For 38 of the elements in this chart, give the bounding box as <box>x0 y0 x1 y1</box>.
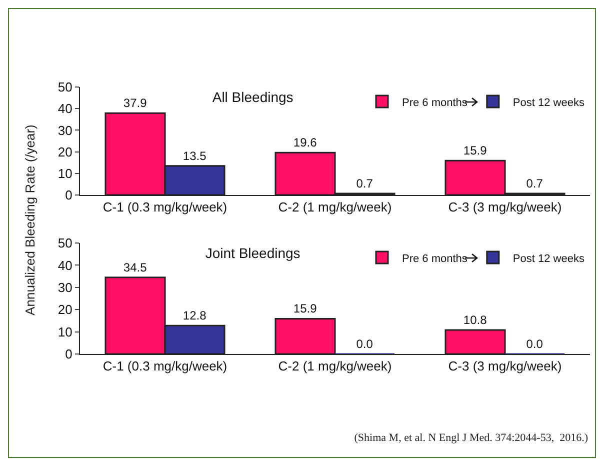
y-tick-label: 0 <box>65 346 72 362</box>
x-tick-label: C-1 (0.3 mg/kg/week) <box>102 200 228 215</box>
x-tick-label: C-2 (1 mg/kg/week) <box>278 358 392 374</box>
data-label: 0.0 <box>526 337 544 351</box>
data-label: 13.5 <box>182 148 207 163</box>
y-tick-label: 0 <box>65 188 72 203</box>
data-label: 15.9 <box>293 302 318 316</box>
data-label: 0.7 <box>356 176 374 190</box>
y-tick-label: 20 <box>58 302 72 318</box>
y-axis-title: Annualized Bleeding Rate (/year) <box>22 124 38 316</box>
chart-title: All Bleedings <box>212 88 294 105</box>
y-tick-label: 30 <box>58 280 72 295</box>
data-label: 0.7 <box>526 176 544 190</box>
x-tick-label: C-1 (0.3 mg/kg/week) <box>102 358 228 374</box>
y-tick-label: 50 <box>58 236 72 251</box>
legend-label: Post 12 weeks <box>512 252 585 265</box>
data-label: 10.8 <box>463 313 488 328</box>
data-label: 12.8 <box>182 308 207 323</box>
y-tick-label: 50 <box>58 80 72 95</box>
y-tick-label: 10 <box>58 324 72 340</box>
legend-label: Post 12 weeks <box>512 96 585 109</box>
x-tick-label: C-2 (1 mg/kg/week) <box>278 200 392 215</box>
x-tick-label: C-3 (3 mg/kg/week) <box>448 200 562 215</box>
data-label: 34.5 <box>123 260 148 274</box>
y-tick-label: 40 <box>58 101 72 116</box>
y-tick-label: 40 <box>58 258 72 273</box>
y-tick-label: 10 <box>58 166 72 181</box>
data-label: 19.6 <box>293 136 318 150</box>
data-label: 37.9 <box>123 96 148 110</box>
legend-label: Pre 6 months <box>402 252 468 265</box>
data-label: 15.9 <box>463 144 488 158</box>
data-label: 0.0 <box>356 337 374 351</box>
legend-label: Pre 6 months <box>402 96 468 109</box>
x-tick-label: C-3 (3 mg/kg/week) <box>448 358 562 374</box>
chart-title: Joint Bleedings <box>205 244 300 261</box>
y-tick-label: 20 <box>58 144 72 160</box>
y-tick-label: 30 <box>58 122 72 138</box>
text: (Shima M, et al. N Engl J Med. 374:2044-53, 2016.) <box>354 432 588 444</box>
